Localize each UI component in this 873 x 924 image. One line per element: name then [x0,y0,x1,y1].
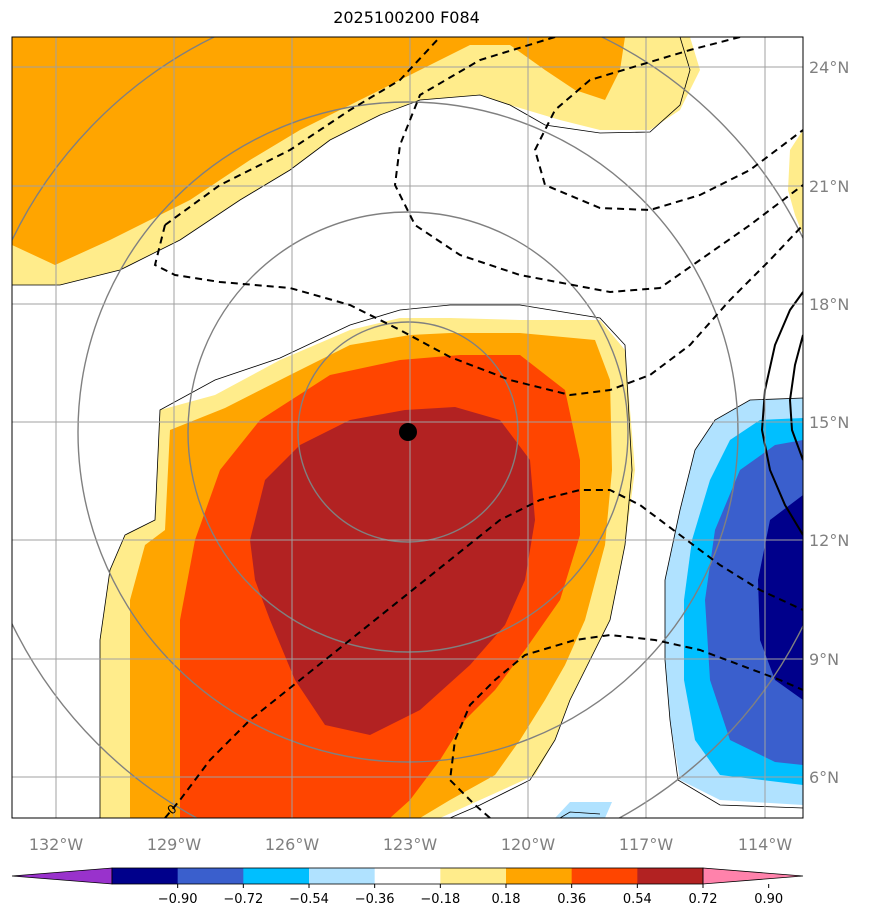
lat-label: 24°N [809,58,849,77]
lat-label: 18°N [809,295,849,314]
dashed-contour-north-2 [533,37,803,212]
lat-label: 21°N [809,177,849,196]
colorbar-segment [440,868,507,884]
shading-positive-max-center [250,407,535,735]
colorbar-label: 0.36 [557,892,586,907]
contour-outline-nw [12,37,691,286]
map-title: 2025100200 F084 [333,8,480,27]
colorbar-label: −0.18 [420,892,460,907]
colorbar-extend-low [11,867,113,885]
colorbar-segment [571,868,638,884]
latitude-labels: 24°N 21°N 18°N 15°N 12°N 9°N 6°N [809,58,849,787]
shading-positive-light-east [788,130,803,235]
lon-label: 120°W [501,835,556,854]
range-rings [12,37,803,818]
colorbar-segment [374,868,441,884]
shading-negative-max-se [758,495,803,700]
colorbar-label: −0.90 [158,892,198,907]
contour-outline-bottom [559,811,601,818]
dashed-contours [153,37,803,818]
map-frame [11,36,804,819]
dashed-contour-diagonal [164,489,803,818]
colorbar: −0.90 −0.72 −0.54 −0.36 −0.18 0.18 0.36 0.54 0.7… [11,867,804,907]
colorbar-label: 0.18 [492,892,521,907]
range-ring-1 [297,321,519,543]
colorbar-label: −0.54 [289,892,329,907]
colorbar-label: 0.54 [623,892,652,907]
colorbar-segment [506,868,573,884]
gridlines [12,37,803,818]
lat-label: 9°N [809,650,839,669]
colorbar-outline [111,867,704,885]
colorbar-label: −0.72 [223,892,263,907]
lon-label: 126°W [265,835,320,854]
storm-center-marker [399,423,417,441]
contour-solid-east-1 [760,291,803,536]
dashed-contour-south [448,633,803,818]
contour-solid-east-2 [788,334,803,461]
lat-label: 12°N [809,531,849,550]
range-ring-2 [187,211,629,653]
colorbar-segment [637,868,704,884]
lon-label: 129°W [147,835,202,854]
map-layers: 0 [12,37,803,818]
colorbar-segment [177,868,244,884]
lat-label: 6°N [809,768,839,787]
longitude-labels: 132°W 129°W 126°W 123°W 120°W 117°W 114°W [29,835,793,854]
colorbar-segment [112,868,179,884]
range-ring-3 [77,101,739,763]
lon-label: 114°W [738,835,793,854]
contour-outline-center [99,304,633,818]
dashed-contour-mid [153,224,803,397]
colorbar-segment [243,868,310,884]
dashed-contour-nw [164,37,441,226]
lon-label: 123°W [383,835,438,854]
colorbar-label: 0.72 [689,892,718,907]
colorbar-segment [309,868,376,884]
lon-label: 132°W [29,835,84,854]
contour-outline-se [664,397,803,809]
colorbar-extend-high [702,867,804,885]
colorbar-label: 0.90 [754,892,783,907]
lat-label: 15°N [809,413,849,432]
colorbar-label: −0.36 [355,892,395,907]
lon-label: 117°W [619,835,674,854]
dashed-contour-north-1 [393,37,803,294]
